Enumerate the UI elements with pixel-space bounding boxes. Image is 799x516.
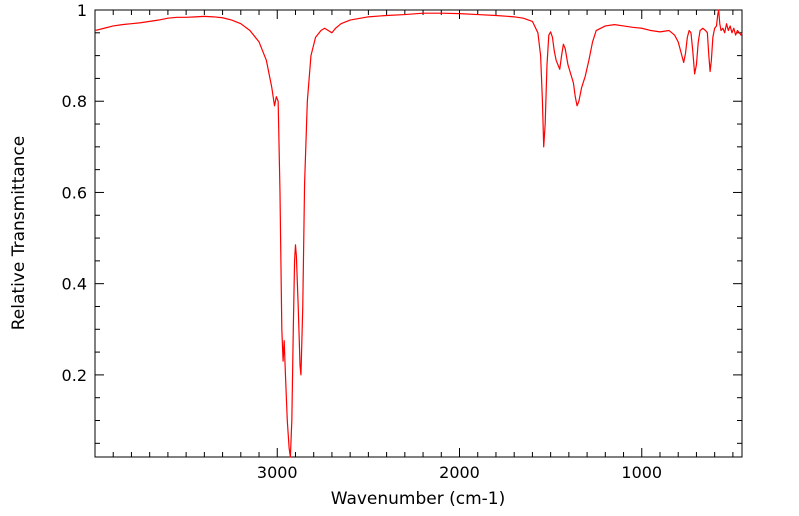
plot-frame [94, 9, 743, 458]
y-axis-title: Relative Transmittance [9, 136, 29, 331]
spectrum-line [94, 9, 743, 458]
y-tick-label: 0.4 [62, 275, 87, 294]
y-axis-ticks: 0.2 0.4 0.6 0.8 1 [62, 1, 742, 444]
y-tick-label: 1 [77, 1, 87, 20]
series-layer [94, 9, 743, 458]
x-axis-ticks: 3000 2000 1000 [112, 10, 734, 482]
x-tick-label: 2000 [439, 463, 480, 482]
x-axis-title: Wavenumber (cm-1) [331, 489, 506, 509]
x-tick-label: 1000 [621, 463, 662, 482]
y-tick-label: 0.2 [62, 366, 87, 385]
x-tick-label: 3000 [257, 463, 298, 482]
y-tick-label: 0.6 [62, 183, 87, 202]
y-tick-label: 0.8 [62, 92, 87, 111]
